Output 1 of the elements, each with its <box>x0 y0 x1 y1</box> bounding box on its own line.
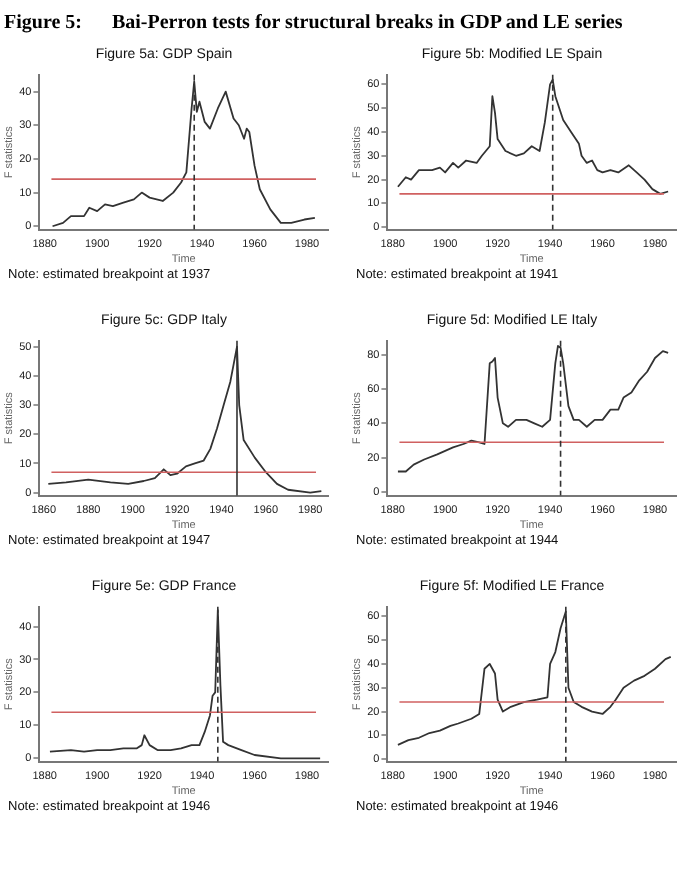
text: Figure 5: Bai-Perron tests for structural breaks in GDP and LE series <box>2 10 625 38</box>
